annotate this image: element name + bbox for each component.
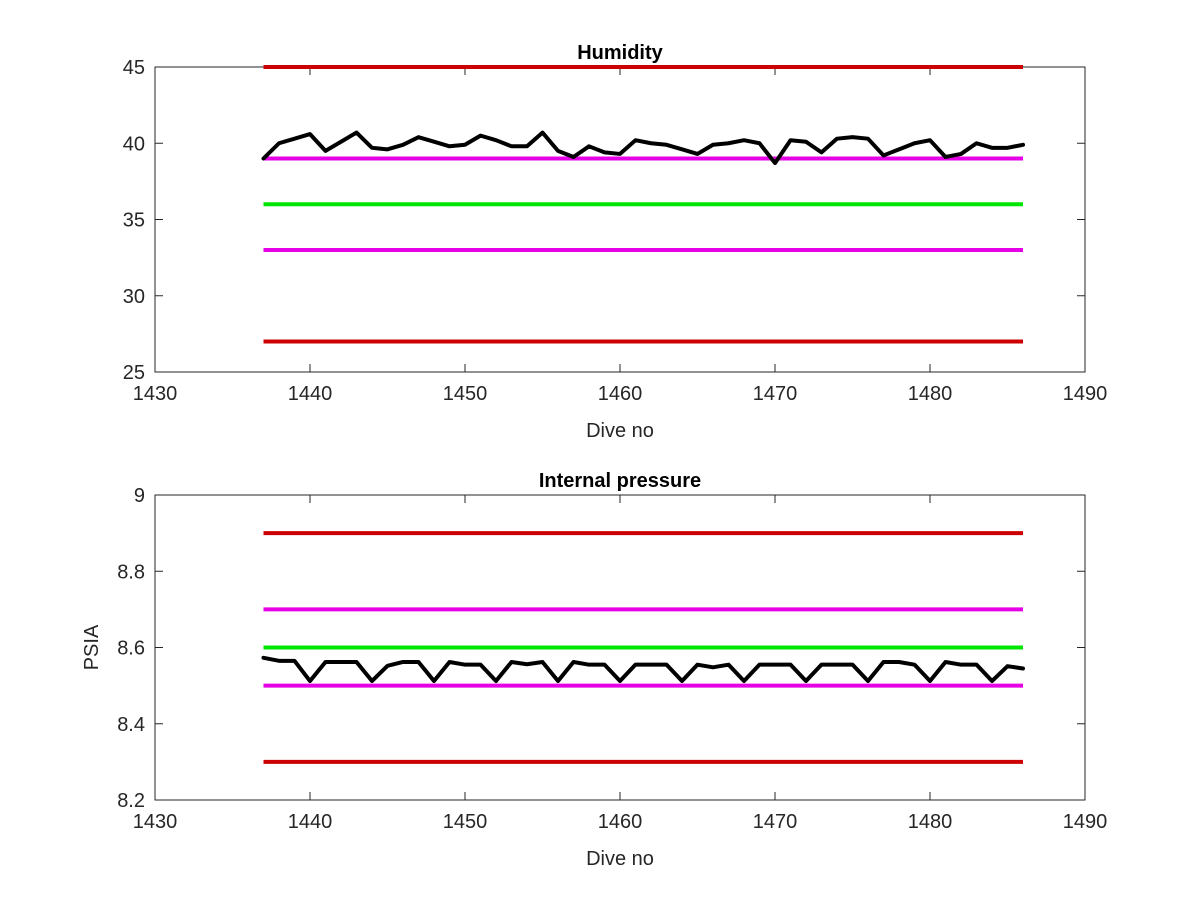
plot-area <box>154 66 1086 373</box>
x-tick-label: 1430 <box>133 811 178 833</box>
y-tick-label: 25 <box>123 362 145 384</box>
y-tick-label: 40 <box>123 133 145 155</box>
x-axis-label: Dive no <box>586 420 654 442</box>
x-tick-label: 1450 <box>443 811 488 833</box>
x-tick-label: 1480 <box>908 811 953 833</box>
series-line <box>261 655 1025 684</box>
internal-pressure-chart: 1430 1440 1450 1460 1470 1480 1490 8.2 8.4 8.6 8.8… <box>81 470 1107 870</box>
y-axis-label: PSIA <box>81 624 103 670</box>
humidity-chart: 1430 1440 1450 1460 1470 1480 1490 25 30 35 40 45 Hu… <box>123 42 1108 442</box>
x-tick-label: 1440 <box>288 811 333 833</box>
x-tick-label: 1440 <box>288 383 333 405</box>
y-tick-label: 8.4 <box>117 714 145 736</box>
series-line <box>261 130 1025 166</box>
x-tick-label: 1430 <box>133 383 178 405</box>
chart-title-internal-pressure: Internal pressure <box>539 470 701 492</box>
y-tick-label: 8.2 <box>117 790 145 812</box>
x-tick-label: 1490 <box>1063 383 1108 405</box>
y-tick-label: 9 <box>134 485 145 507</box>
x-tick-label: 1460 <box>598 383 643 405</box>
x-tick-label: 1450 <box>443 383 488 405</box>
x-tick-label: 1470 <box>753 811 798 833</box>
y-tick-label: 30 <box>123 286 145 308</box>
y-tick-label: 45 <box>123 57 145 79</box>
x-tick-label: 1470 <box>753 383 798 405</box>
x-tick-label: 1460 <box>598 811 643 833</box>
x-tick-label: 1490 <box>1063 811 1108 833</box>
chart-title-humidity: Humidity <box>577 42 663 64</box>
y-tick-label: 8.6 <box>117 638 145 660</box>
y-tick-label: 35 <box>123 210 145 232</box>
x-axis-label: Dive no <box>586 848 654 870</box>
x-tick-label: 1480 <box>908 383 953 405</box>
y-tick-label: 8.8 <box>117 561 145 583</box>
